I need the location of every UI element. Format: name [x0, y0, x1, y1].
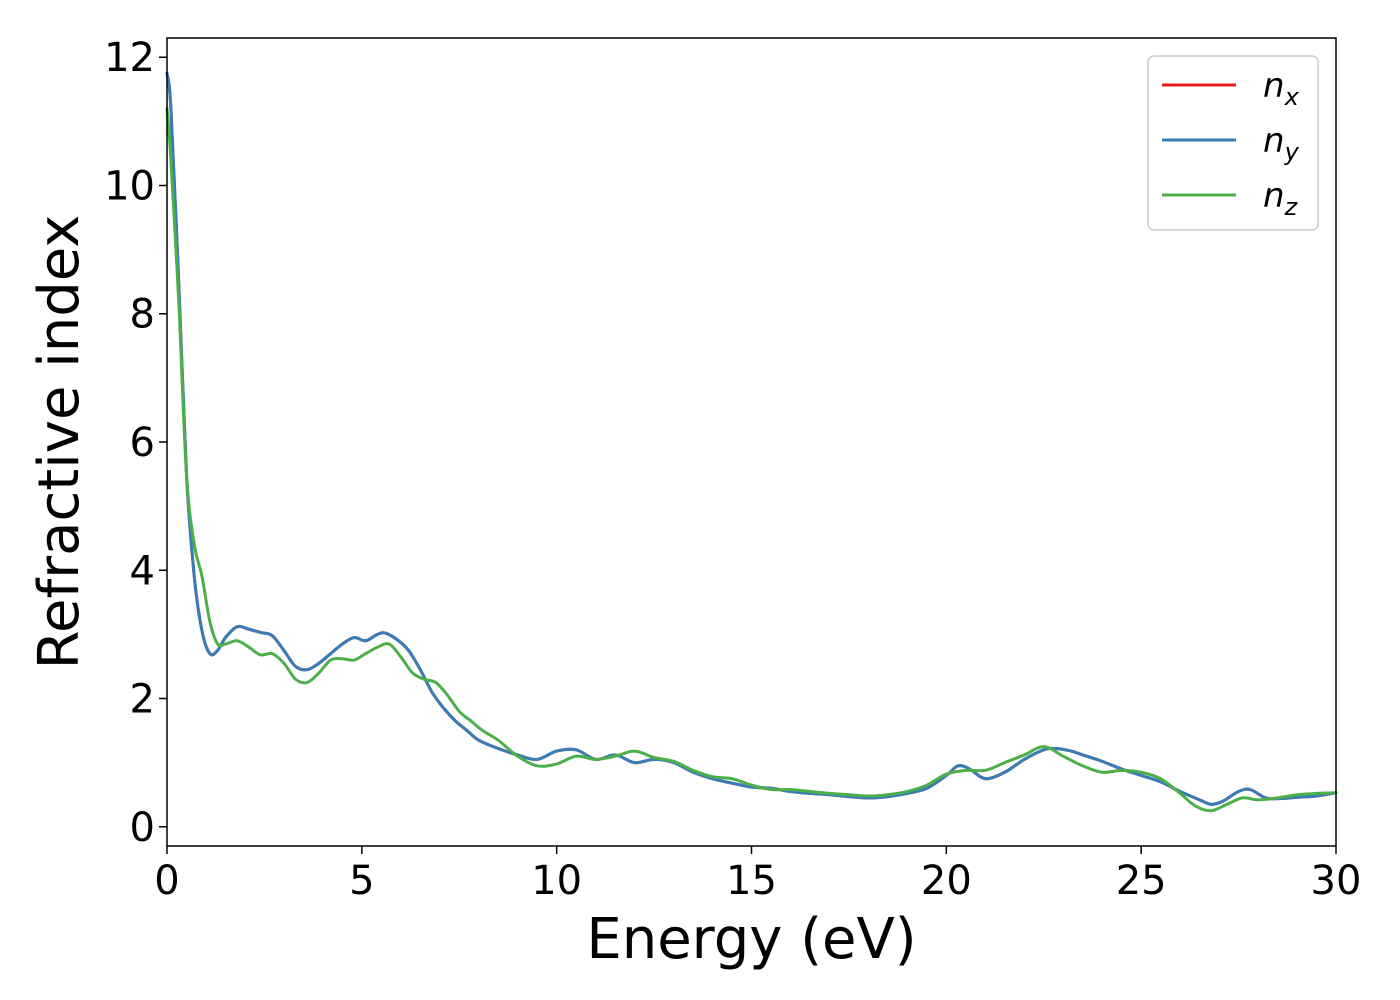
y-tick-label: 6	[130, 420, 155, 466]
y-tick-label: 0	[130, 805, 155, 851]
y-tick-label: 4	[130, 548, 155, 594]
legend-label-y: ny	[1263, 121, 1300, 166]
legend-label-subscript: y	[1284, 138, 1300, 166]
series-layer	[165, 71, 1338, 813]
y-axis-ticks: 0 2 4 6 8 10 12	[104, 35, 167, 851]
legend-box	[1147, 55, 1319, 231]
x-axis-ticks: 0 5 10 15 20 25 30	[154, 846, 1361, 904]
y-tick-label: 8	[130, 292, 155, 338]
legend-label-base: n	[1263, 66, 1285, 106]
x-tick-label: 10	[531, 858, 582, 904]
x-tick-label: 5	[349, 858, 374, 904]
legend-label-x: nx	[1263, 66, 1300, 111]
legend-label-z: nz	[1263, 176, 1299, 221]
legend-label-base: n	[1263, 121, 1285, 161]
legend-label-base: n	[1263, 176, 1285, 216]
y-tick-label: 12	[104, 35, 155, 81]
x-tick-label: 25	[1116, 858, 1167, 904]
x-tick-label: 30	[1311, 858, 1362, 904]
y-tick-label: 10	[104, 163, 155, 209]
series-line-y	[165, 71, 1338, 806]
legend-label-subscript: x	[1284, 83, 1300, 111]
y-axis-label: Refractive index	[27, 215, 92, 670]
x-axis-label: Energy (eV)	[586, 907, 916, 972]
x-tick-label: 0	[154, 858, 179, 904]
series-line-z	[165, 107, 1338, 813]
x-tick-label: 20	[921, 858, 972, 904]
y-tick-label: 2	[130, 677, 155, 723]
x-tick-label: 15	[726, 858, 777, 904]
legend-label-subscript: z	[1284, 193, 1299, 221]
